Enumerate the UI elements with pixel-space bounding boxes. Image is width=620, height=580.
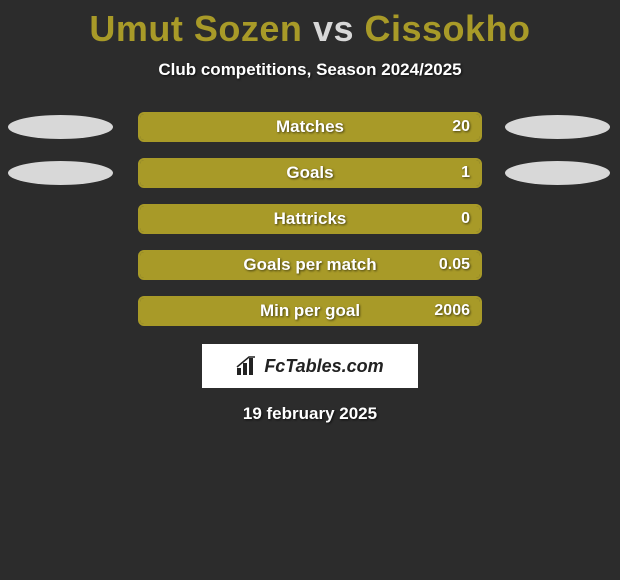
stat-row: Goals per match 0.05: [0, 250, 620, 280]
subtitle: Club competitions, Season 2024/2025: [0, 60, 620, 80]
stat-label: Goals per match: [243, 255, 376, 275]
stat-bar: Goals 1: [138, 158, 482, 188]
stats-container: Matches 20 Goals 1 Hattricks 0 Goals per match…: [0, 112, 620, 326]
stat-bar: Matches 20: [138, 112, 482, 142]
player2-badge: [505, 161, 610, 185]
player2-name: Cissokho: [365, 8, 531, 49]
stat-bar: Min per goal 2006: [138, 296, 482, 326]
brand-text: FcTables.com: [264, 356, 383, 377]
brand-box[interactable]: FcTables.com: [202, 344, 418, 388]
stat-label: Matches: [276, 117, 344, 137]
stat-value-right: 0: [461, 210, 470, 228]
stat-bar: Goals per match 0.05: [138, 250, 482, 280]
stat-value-right: 20: [452, 118, 470, 136]
vs-word: vs: [313, 8, 354, 49]
stat-row: Min per goal 2006: [0, 296, 620, 326]
date-label: 19 february 2025: [0, 404, 620, 424]
stat-row: Goals 1: [0, 158, 620, 188]
stat-row: Hattricks 0: [0, 204, 620, 234]
player1-badge: [8, 161, 113, 185]
player2-badge: [505, 115, 610, 139]
player1-badge: [8, 115, 113, 139]
bar-chart-icon: [236, 356, 258, 376]
player1-name: Umut Sozen: [89, 8, 302, 49]
stat-value-right: 1: [461, 164, 470, 182]
stat-value-right: 0.05: [439, 256, 470, 274]
page-title: Umut Sozen vs Cissokho: [0, 0, 620, 50]
stat-row: Matches 20: [0, 112, 620, 142]
stat-value-right: 2006: [434, 302, 470, 320]
stat-label: Min per goal: [260, 301, 360, 321]
stat-label: Hattricks: [274, 209, 347, 229]
stat-label: Goals: [286, 163, 333, 183]
stat-bar: Hattricks 0: [138, 204, 482, 234]
